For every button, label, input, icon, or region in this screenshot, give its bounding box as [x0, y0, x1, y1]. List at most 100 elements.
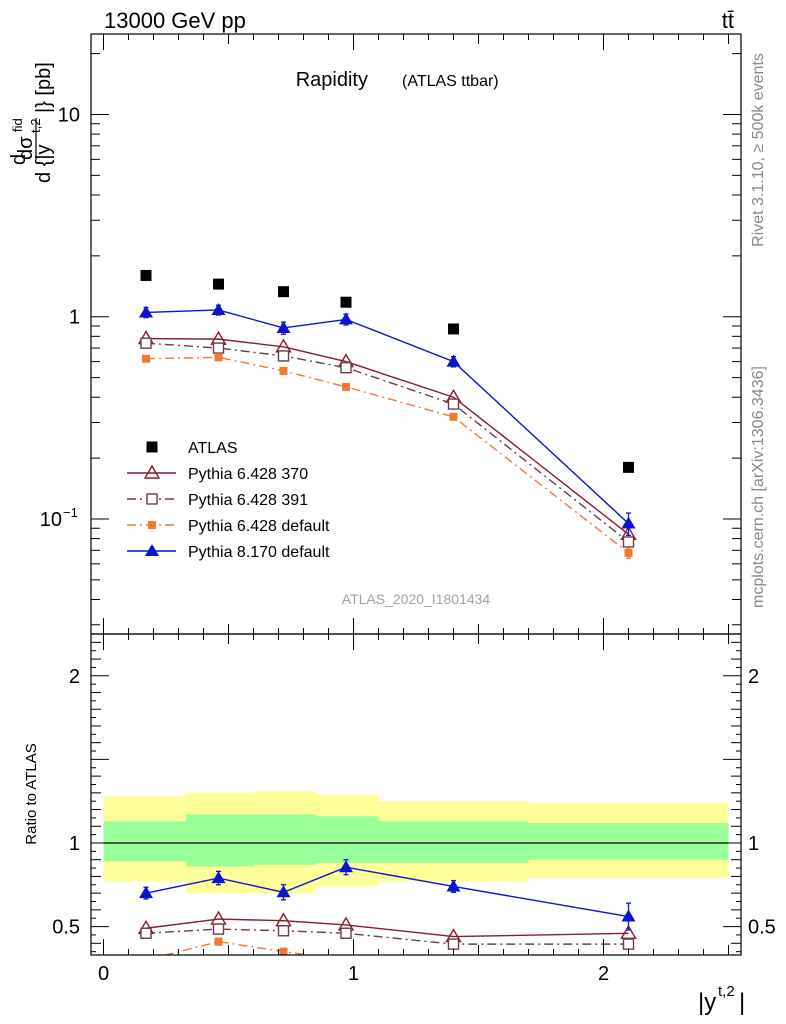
- main-point-p391: [277, 350, 290, 362]
- main-point-p8: [339, 312, 353, 325]
- ratio-point-p391: [622, 938, 635, 950]
- band-green: [103, 821, 186, 862]
- main-point-atlas: [623, 461, 634, 473]
- ratio-y-tick-label: 0.5: [52, 917, 80, 939]
- ratio-point-p391: [340, 927, 352, 939]
- ratio-point-pdef: [625, 956, 633, 964]
- legend-entry-atlas: ATLAS: [146, 440, 238, 457]
- main-point-pdef: [142, 354, 150, 363]
- ratio-line-pdef: [162, 940, 314, 955]
- ratio-y-tick-label-right: 2: [748, 666, 759, 688]
- main-series-p8: [139, 302, 636, 537]
- svg-text:t,2: t,2: [28, 119, 43, 133]
- legend-label-p8: Pythia 8.170 default: [188, 544, 330, 561]
- main-point-p8: [276, 320, 291, 333]
- main-point-p370: [210, 330, 227, 345]
- legend-label-atlas: ATLAS: [188, 440, 238, 457]
- svg-text:d: d: [8, 154, 30, 165]
- ratio-point-p370: [210, 910, 227, 925]
- svg-text:d {|y: d {|y: [33, 144, 55, 183]
- legend-marker-p391: [146, 493, 158, 505]
- ratio-y-tick-label: 1: [69, 833, 80, 855]
- ratio-point-p391: [212, 923, 225, 935]
- legend-entry-pdef: Pythia 6.428 default: [127, 518, 330, 535]
- ratio-point-p370: [620, 924, 637, 939]
- legend: ATLAS Pythia 6.428 370 Pythia 6.428 391 Pyt…: [127, 440, 330, 561]
- chart-subtitle: (ATLAS ttbar): [402, 73, 499, 90]
- main-plot-series: [137, 269, 637, 559]
- main-point-p391: [340, 361, 352, 374]
- legend-label-p370: Pythia 6.428 370: [188, 466, 308, 483]
- ratio-point-pdef: [279, 947, 288, 955]
- legend-label-pdef: Pythia 6.428 default: [188, 518, 330, 535]
- main-point-p8: [446, 354, 461, 367]
- ratio-line-p391: [145, 928, 629, 945]
- ratio-line-p370: [145, 918, 629, 938]
- main-line-p8: [145, 309, 629, 525]
- legend-entry-p370: Pythia 6.428 370: [127, 464, 308, 483]
- main-point-pdef: [214, 353, 223, 362]
- main-point-p391: [140, 337, 152, 349]
- chart-title: Rapidity: [296, 69, 368, 91]
- ratio-point-p391: [140, 927, 152, 939]
- ratio-point-p8: [621, 909, 636, 922]
- band-green: [186, 814, 254, 867]
- ratio-series-p391: [140, 923, 635, 950]
- svg-text:t,2: t,2: [718, 983, 735, 1000]
- y-tick-label: 1: [69, 307, 80, 329]
- svg-text:fid: fid: [10, 118, 25, 132]
- main-point-atlas: [278, 286, 289, 298]
- main-point-p8: [621, 516, 636, 529]
- source-label: mcplots.cern.ch [arXiv:1306.3436]: [750, 366, 767, 608]
- svg-text:dσ: dσ: [15, 136, 37, 160]
- ratio-point-p8: [139, 886, 153, 899]
- main-point-atlas: [213, 278, 224, 290]
- y-tick-label: 10: [58, 104, 80, 126]
- process-label: tt̄: [722, 8, 734, 33]
- x-axis-label: |y t,2 |: [698, 983, 745, 1016]
- ratio-point-p370: [275, 912, 292, 927]
- ratio-point-p391: [277, 925, 290, 937]
- ratio-plot-frame: [90, 633, 742, 956]
- legend-label-p391: Pythia 6.428 391: [188, 492, 308, 509]
- y-tick-label: 10: [40, 509, 62, 531]
- y-axis-label: d dσ fid d {|y t,2 |} [pb]: [8, 62, 55, 183]
- x-tick-label: 1: [348, 963, 359, 985]
- band-green: [253, 814, 316, 865]
- ratio-axis-label: Ratio to ATLAS: [23, 743, 40, 844]
- svg-text:|y: |y: [698, 989, 716, 1016]
- legend-marker-p8: [145, 544, 159, 556]
- legend-marker-p370: [143, 464, 161, 479]
- y-tick-label-exponent: −1: [63, 505, 78, 520]
- main-point-pdef: [342, 382, 350, 391]
- uncertainty-bands: [103, 791, 729, 894]
- legend-entry-p8: Pythia 8.170 default: [127, 544, 330, 561]
- x-tick-label: 0: [98, 963, 109, 985]
- main-line-p391: [145, 342, 629, 543]
- ratio-point-pdef: [450, 956, 458, 964]
- x-tick-label: 2: [598, 963, 609, 985]
- rivet-version-label: Rivet 3.1.10, ≥ 500k events: [750, 53, 767, 247]
- main-series-pdef: [142, 353, 633, 559]
- ratio-point-pdef: [142, 956, 150, 964]
- svg-text:|} [pb]: |} [pb]: [33, 62, 55, 113]
- main-point-pdef: [279, 366, 288, 375]
- ratio-point-pdef: [214, 937, 223, 946]
- main-point-p391: [622, 536, 635, 548]
- ratio-point-p8: [446, 879, 461, 892]
- main-point-pdef: [624, 548, 633, 557]
- main-point-p8: [139, 305, 153, 318]
- ratio-point-p8: [339, 860, 353, 873]
- ratio-series-pdef: [142, 937, 633, 964]
- svg-text:|: |: [739, 989, 745, 1016]
- main-line-p370: [145, 337, 629, 535]
- ratio-point-p8: [211, 871, 226, 884]
- ratio-series-p8: [139, 859, 636, 931]
- ratio-point-p391: [447, 938, 460, 950]
- legend-entry-p391: Pythia 6.428 391: [127, 492, 308, 509]
- ratio-y-tick-label-right: 0.5: [748, 917, 776, 939]
- main-point-pdef: [449, 412, 458, 421]
- main-point-p391: [212, 342, 225, 354]
